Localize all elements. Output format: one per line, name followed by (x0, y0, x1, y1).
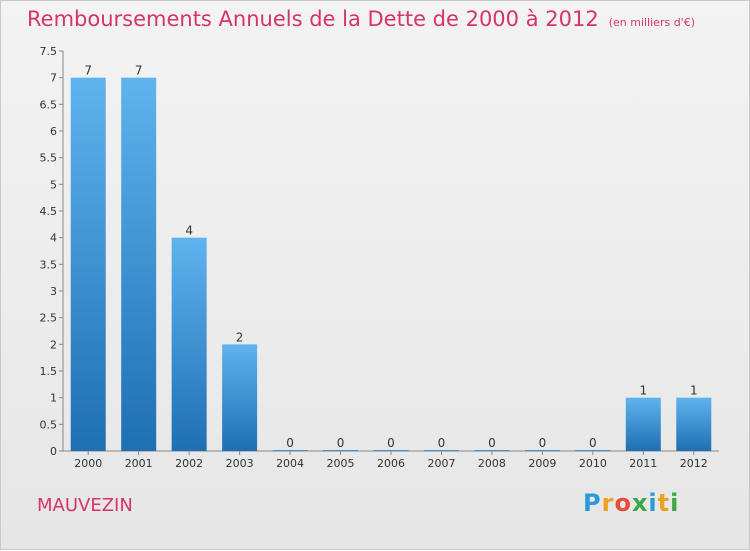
x-tick-label: 2004 (276, 457, 304, 470)
bar (474, 450, 510, 451)
bar (423, 450, 459, 451)
bar (373, 450, 409, 451)
chart-title: Remboursements Annuels de la Dette de 20… (27, 7, 695, 31)
y-tick-label: 6.5 (40, 98, 58, 111)
bar (323, 450, 359, 451)
bar-data-label: 1 (690, 384, 698, 398)
bar (222, 344, 258, 451)
bar (625, 397, 661, 451)
y-tick-label: 6 (50, 125, 57, 138)
y-tick-label: 3 (50, 285, 57, 298)
bar-data-label: 0 (286, 436, 294, 450)
bar (121, 77, 157, 452)
logo-letter: i (670, 489, 680, 517)
bar (70, 77, 106, 452)
bar (171, 237, 207, 451)
chart-title-text: Remboursements Annuels de la Dette de 20… (27, 7, 599, 31)
logo-letter: o (614, 489, 632, 517)
bar (676, 397, 712, 451)
bar (575, 450, 611, 451)
logo-letter: x (631, 489, 649, 517)
bar-data-label: 2 (236, 330, 244, 344)
y-tick-label: 4 (50, 232, 57, 245)
bar-data-label: 0 (488, 436, 496, 450)
y-tick-label: 1.5 (40, 365, 58, 378)
y-tick-label: 0.5 (40, 418, 58, 431)
logo-letter: P (583, 489, 602, 517)
x-tick-label: 2011 (629, 457, 657, 470)
x-tick-label: 2002 (175, 457, 203, 470)
y-tick-label: 7 (50, 72, 57, 85)
x-tick-label: 2007 (427, 457, 455, 470)
y-tick-label: 3.5 (40, 258, 58, 271)
bar-data-label: 7 (84, 64, 92, 78)
x-tick-label: 2000 (74, 457, 102, 470)
bar-data-label: 0 (539, 436, 547, 450)
x-tick-label: 2003 (226, 457, 254, 470)
bar-data-label: 1 (639, 384, 647, 398)
commune-name: MAUVEZIN (37, 495, 133, 516)
proxiti-logo: Proxiti (583, 489, 679, 517)
bar-data-label: 0 (589, 436, 597, 450)
bar-data-label: 0 (337, 436, 345, 450)
x-tick-label: 2010 (579, 457, 607, 470)
x-tick-label: 2008 (478, 457, 506, 470)
x-tick-label: 2001 (125, 457, 153, 470)
bar-data-label: 0 (438, 436, 446, 450)
bar-data-label: 4 (185, 224, 193, 238)
x-tick-label: 2012 (680, 457, 708, 470)
x-tick-label: 2009 (528, 457, 556, 470)
bar (272, 450, 308, 451)
y-tick-label: 1 (50, 392, 57, 405)
x-tick-label: 2005 (327, 457, 355, 470)
logo-letter: r (601, 489, 615, 517)
y-tick-label: 2.5 (40, 312, 58, 325)
x-tick-label: 2006 (377, 457, 405, 470)
y-tick-label: 5.5 (40, 152, 58, 165)
chart-subtitle: (en milliers d'€) (608, 16, 695, 29)
logo-letter: t (657, 489, 671, 517)
y-tick-label: 2 (50, 338, 57, 351)
y-tick-label: 4.5 (40, 205, 58, 218)
bar-data-label: 7 (135, 64, 143, 78)
logo-letter: i (648, 489, 658, 517)
y-tick-label: 0 (50, 445, 57, 458)
bar (524, 450, 560, 451)
bar-data-label: 0 (387, 436, 395, 450)
y-tick-label: 7.5 (40, 45, 58, 58)
y-tick-label: 5 (50, 178, 57, 191)
